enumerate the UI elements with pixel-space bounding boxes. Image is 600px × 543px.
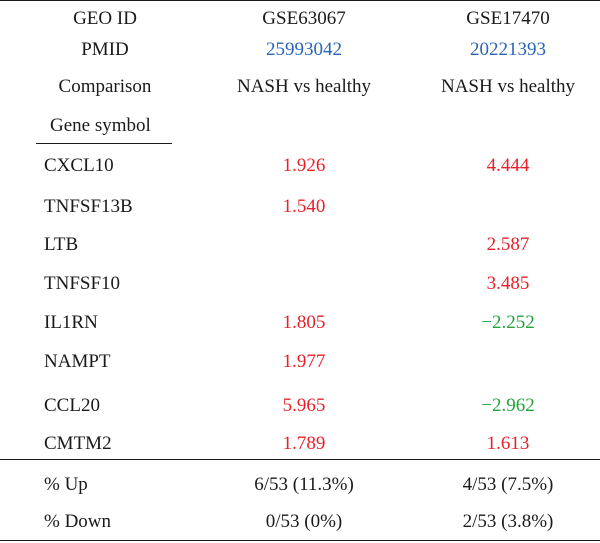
gse17470-value-cell: [428, 343, 588, 381]
summary-row: % Down 0/53 (0%) 2/53 (3.8%): [0, 503, 600, 541]
comparison-gse63067: NASH vs healthy: [236, 76, 372, 97]
summary-label-cell: % Up: [44, 474, 88, 495]
table-row: TNFSF10 3.485: [0, 265, 600, 303]
gse17470-value-cell: 3.485: [486, 273, 530, 294]
summary-row: % Up 6/53 (11.3%) 4/53 (7.5%): [0, 466, 600, 504]
gse17470-value-cell: 2.587: [486, 234, 530, 255]
header-row-comparison: Comparison NASH vs healthy NASH vs healt…: [0, 68, 600, 106]
gene-symbol-underline: [36, 143, 172, 144]
summary-divider-rule: [0, 459, 600, 460]
gene-symbol-cell: NAMPT: [44, 351, 111, 372]
gse17470-value-cell: [428, 188, 588, 226]
gene-symbol-cell: CMTM2: [44, 433, 112, 454]
summary-label-cell: % Down: [44, 511, 112, 532]
gene-symbol-cell: CCL20: [44, 395, 100, 416]
geo-id-label: GEO ID: [73, 8, 137, 29]
header-row-geo-id: GEO ID GSE63067 GSE17470: [0, 0, 600, 38]
table-row: TNFSF13B 1.540: [0, 188, 600, 226]
gene-symbol-cell: CXCL10: [44, 155, 114, 176]
gse63067-value-cell: 1.977: [282, 351, 326, 372]
gene-symbol-cell: LTB: [44, 234, 79, 255]
summary-gse63067-cell: 0/53 (0%): [265, 511, 343, 532]
gse63067-value-cell: [224, 265, 384, 303]
summary-gse63067-cell: 6/53 (11.3%): [254, 474, 354, 495]
header-row-gene-symbol: Gene symbol: [0, 107, 600, 145]
comparison-gse17470: NASH vs healthy: [440, 76, 576, 97]
header-row-pmid: PMID 25993042 20221393: [0, 31, 600, 69]
gse63067-value-cell: [224, 226, 384, 264]
gse63067-value-cell: 1.540: [282, 196, 326, 217]
table-row: NAMPT 1.977: [0, 343, 600, 381]
table-row: IL1RN 1.805 −2.252: [0, 304, 600, 342]
gse17470-value-cell: −2.962: [481, 395, 535, 416]
gse17470-value-cell: 4.444: [486, 155, 530, 176]
gene-symbol-cell: IL1RN: [44, 312, 98, 333]
summary-gse17470-cell: 4/53 (7.5%): [462, 474, 554, 495]
gse63067-value-cell: 1.805: [282, 312, 326, 333]
table-row: CCL20 5.965 −2.962: [0, 387, 600, 425]
gse17470-value-cell: −2.252: [481, 312, 535, 333]
gene-symbol-cell: TNFSF13B: [44, 196, 133, 217]
gse63067-value-cell: 5.965: [282, 395, 326, 416]
gse17470-value-cell: 1.613: [486, 433, 530, 454]
table-top-rule: [0, 0, 600, 1]
comparison-label: Comparison: [58, 76, 152, 97]
pmid-link-gse63067[interactable]: 25993042: [266, 39, 342, 60]
geo-id-gse63067: GSE63067: [262, 8, 346, 29]
table-row: CMTM2 1.789 1.613: [0, 425, 600, 463]
gse63067-value-cell: 1.789: [282, 433, 326, 454]
geo-id-gse17470: GSE17470: [466, 8, 550, 29]
table-bottom-rule: [0, 540, 600, 541]
summary-gse17470-cell: 2/53 (3.8%): [462, 511, 554, 532]
gse63067-value-cell: 1.926: [282, 155, 326, 176]
gene-symbol-header: Gene symbol: [50, 115, 151, 136]
pmid-label: PMID: [81, 39, 129, 60]
table-row: LTB 2.587: [0, 226, 600, 264]
gene-symbol-cell: TNFSF10: [44, 273, 121, 294]
pmid-link-gse17470[interactable]: 20221393: [470, 39, 546, 60]
table-row: CXCL10 1.926 4.444: [0, 147, 600, 185]
